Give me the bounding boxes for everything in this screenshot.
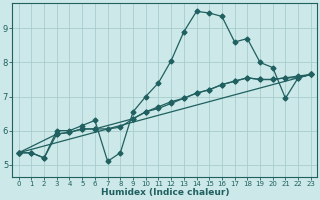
X-axis label: Humidex (Indice chaleur): Humidex (Indice chaleur) (100, 188, 229, 197)
